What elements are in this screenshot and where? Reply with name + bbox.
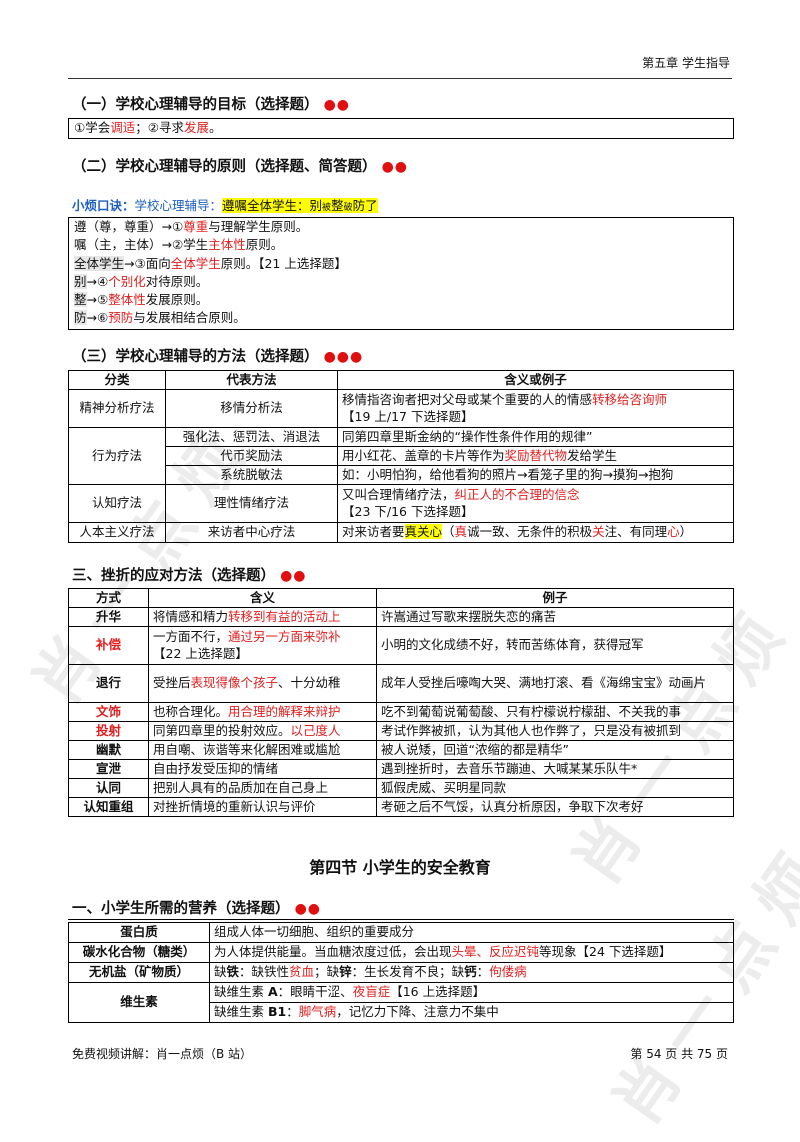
principle-line: 嘱（主，主体）→②学生主体性原则。 (74, 237, 284, 253)
table-row: 宣泄 自由抒发受压抑的情绪 遇到挫折时，去音乐节蹦迪、大喊某某乐队牛* (68, 759, 734, 779)
table-row: 认同 把别人具有的品质加在自己身上 狐假虎威、买明星同款 (68, 778, 734, 798)
table-header: 例子 (376, 588, 734, 608)
table-header: 代表方法 (165, 370, 338, 390)
table-row: 退行 受挫后表现得像个孩子、十分幼稚 成年人受挫后嚎啕大哭、满地打滚、看《海绵宝… (68, 664, 734, 703)
section-frustration-title: 三、挫折的应对方法（选择题） ●● (72, 568, 307, 584)
table-row: 认知重组 对挫折情境的重新认识与评价 考砸之后不气馁，认真分析原因，争取下次考好 (68, 797, 734, 817)
importance-dots: ●● (323, 97, 350, 113)
page-number: 第 54 页 共 75 页 (630, 1047, 728, 1061)
importance-dots: ●●● (323, 349, 364, 365)
table-row: 蛋白质 组成人体一切细胞、组织的重要成分 (68, 922, 734, 943)
table-row: 补偿 一方面不行，通过另一方面来弥补 【22 上选择题】 小明的文化成绩不好，转而… (68, 626, 734, 665)
header-divider (68, 78, 732, 79)
frustration-table: 方式 含义 例子 升华 将情感和精力转移到有益的活动上 许嵩通过写歌来摆脱失恋的… (68, 588, 734, 817)
principle-line: 全体学生→③面向全体学生原则。【21 上选择题】 (74, 255, 347, 271)
table-row: 无机盐（矿物质） 缺铁：缺铁性贫血；缺锌：生长发育不良；缺钙：佝偻病 (68, 962, 734, 983)
section-nutrition-title: 一、小学生所需的营养（选择题） ●● (72, 901, 321, 917)
table-row: 幽默 用自嘲、诙谐等来化解困难或尴尬 被人说矮，回道“浓缩的都是精华” (68, 740, 734, 760)
nutrition-rule (68, 919, 734, 920)
table-row: 文饰 也称合理化。用合理的解释来辩护 吃不到葡萄说葡萄酸、只有柠檬说柠檬甜、不关… (68, 702, 734, 722)
table-row: 人本主义疗法 来访者中心疗法 对来访者要真关心（真诚一致、无条件的积极关注、有同… (68, 522, 734, 543)
section-principle-title: （二）学校心理辅导的原则（选择题、简答题） ●● (72, 159, 408, 175)
table-row: 缺维生素 B1：脚气病，记忆力下降、注意力不集中 (69, 1002, 734, 1023)
table-row: 升华 将情感和精力转移到有益的活动上 许嵩通过写歌来摆脱失恋的痛苦 (68, 607, 734, 627)
table-header: 方式 (68, 588, 149, 608)
table-row: 投射 同第四章里的投射效应。以己度人 考试作弊被抓，认为其他人也作弊了，只是没有… (68, 721, 734, 741)
table-row: 维生素 缺维生素 A：眼睛干涩、夜盲症【16 上选择题】 (68, 982, 734, 1023)
principle-line: 别→④个别化对待原则。 (74, 273, 209, 289)
principle-box: 遵（尊，尊重）→①尊重与理解学生原则。 嘱（主，主体）→②学生主体性原则。 全体… (68, 217, 734, 330)
table-row: 行为疗法 强化法、惩罚法、消退法 同第四章里斯金纳的“操作性条件作用的规律” (68, 427, 734, 485)
nutrition-table: 蛋白质 组成人体一切细胞、组织的重要成分 碳水化合物（糖类） 为人体提供能量。当… (68, 922, 734, 1023)
table-row: 系统脱敏法 如：小明怕狗，给他看狗的照片→看笼子里的狗→摸狗→抱狗 (69, 465, 734, 485)
method-table: 分类 代表方法 含义或例子 精神分析疗法 移情分析法 移情指咨询者把对父母或某个… (68, 370, 734, 543)
mnemonic-line: 小烦口诀：学校心理辅导：遵嘱全体学生：别被整破防了 (72, 198, 378, 213)
principle-line: 防→⑥预防与发展相结合原则。 (74, 310, 246, 326)
principle-line: 整→⑤整体性发展原则。 (74, 292, 209, 308)
table-header: 含义 (148, 588, 377, 608)
importance-dots: ●● (294, 901, 321, 917)
importance-dots: ●● (381, 159, 408, 175)
table-row: 精神分析疗法 移情分析法 移情指咨询者把对父母或某个重要的人的情感转移给咨询师【… (68, 389, 734, 428)
section-method-title: （三）学校心理辅导的方法（选择题） ●●● (72, 349, 364, 365)
section-heading: 第四节 小学生的安全教育 (309, 858, 491, 877)
table-row: 代币奖励法 用小红花、盖章的卡片等作为奖励替代物发给学生 (69, 446, 734, 466)
importance-dots: ●● (280, 568, 307, 584)
table-header: 含义或例子 (337, 370, 734, 390)
principle-line: 遵（尊，尊重）→①尊重与理解学生原则。 (74, 219, 309, 234)
chapter-header: 第五章 学生指导 (642, 56, 730, 70)
table-row: 认知疗法 理性情绪疗法 又叫合理情绪疗法，纠正人的不合理的信念 【23 下/16 … (68, 484, 734, 523)
table-header: 分类 (68, 370, 166, 390)
section-goal-title: （一）学校心理辅导的目标（选择题） ●● (72, 97, 350, 113)
footer-left: 免费视频讲解：肖一点烦（B 站） (72, 1047, 253, 1061)
table-row: 碳水化合物（糖类） 为人体提供能量。当血糖浓度过低，会出现头晕、反应迟钝等现象【… (68, 942, 734, 963)
goal-box: ①学会调适；②寻求发展。 (68, 118, 734, 139)
